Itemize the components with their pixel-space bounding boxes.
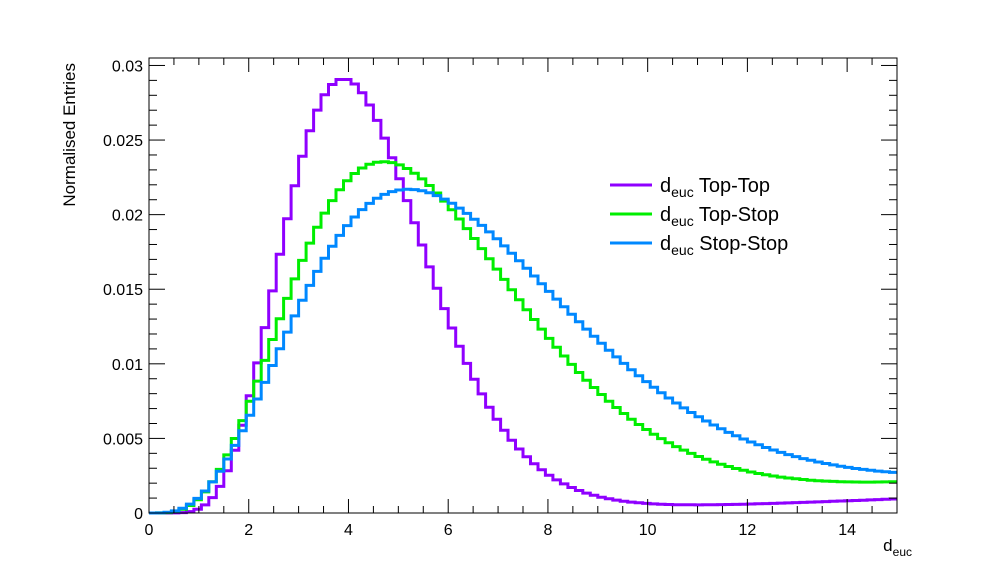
legend-entry-name: Top-Top [694, 175, 770, 197]
x-tick-label: 2 [244, 522, 253, 539]
legend-entry-name: Stop-Stop [694, 233, 789, 255]
legend-entry-name: Top-Stop [694, 204, 779, 226]
legend-entry-main: d [660, 233, 671, 255]
y-tick-label: 0 [134, 506, 143, 523]
y-tick-label: 0.005 [103, 431, 143, 448]
legend-entry: deuc Stop-Stop [660, 233, 788, 258]
x-tick-label: 14 [838, 522, 856, 539]
x-axis-title-main: d [883, 536, 892, 555]
series-line-stop-stop [149, 187, 897, 515]
x-tick-label: 12 [739, 522, 757, 539]
series-line-top-top [149, 78, 897, 515]
x-tick-labels: 0 2 4 6 8 10 12 14 [145, 522, 857, 539]
y-tick-labels: 0 0.005 0.01 0.015 0.02 0.025 0.03 [103, 58, 143, 523]
y-tick-label: 0.01 [112, 357, 143, 374]
y-tick-label: 0.015 [103, 282, 143, 299]
x-tick-label: 10 [639, 522, 657, 539]
legend-entry: deuc Top-Top [660, 175, 770, 200]
x-tick-label: 4 [344, 522, 353, 539]
legend-entry-sub: euc [671, 242, 694, 258]
axis-ticks [148, 58, 898, 514]
x-axis-title-sub: euc [893, 545, 912, 559]
x-axis-title: deuc [883, 536, 912, 559]
series-line-top-stop [149, 160, 897, 515]
y-axis-title: Normalised Entries [60, 63, 79, 207]
x-tick-label: 8 [543, 522, 552, 539]
x-tick-label: 0 [145, 522, 154, 539]
legend-entry-main: d [660, 175, 671, 197]
x-tick-label: 6 [444, 522, 453, 539]
legend-entry-sub: euc [671, 213, 694, 229]
legend-entry-main: d [660, 204, 671, 226]
y-tick-label: 0.025 [103, 133, 143, 150]
y-tick-label: 0.02 [112, 208, 143, 225]
plot-curves [149, 78, 897, 515]
legend-entry: deuc Top-Stop [660, 204, 779, 229]
y-tick-label: 0.03 [112, 58, 143, 75]
legend-entry-sub: euc [671, 184, 694, 200]
plot-frame [148, 57, 898, 514]
